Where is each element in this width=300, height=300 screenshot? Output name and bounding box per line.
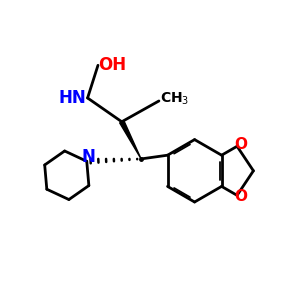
Text: O: O	[235, 137, 248, 152]
Text: N: N	[81, 148, 95, 166]
Text: OH: OH	[99, 56, 127, 74]
Text: O: O	[235, 189, 248, 204]
Polygon shape	[120, 121, 141, 159]
Text: HN: HN	[58, 89, 86, 107]
Text: CH$_3$: CH$_3$	[160, 90, 190, 107]
